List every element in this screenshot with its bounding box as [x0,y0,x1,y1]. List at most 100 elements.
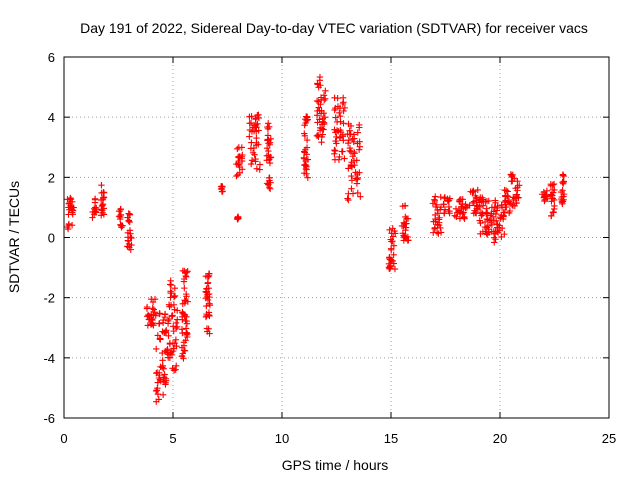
data-point [159,357,166,364]
data-point [252,115,259,123]
data-point [508,201,516,208]
data-point [180,278,188,285]
data-point [179,316,186,323]
data-point [246,126,254,134]
data-point [492,217,500,225]
y-tick-label: 0 [48,231,55,246]
data-point [456,209,464,217]
data-point [541,192,548,200]
data-point [549,192,556,199]
data-point [501,186,508,194]
data-point [125,210,132,217]
data-point [164,317,172,325]
data-point [355,146,363,153]
data-point [183,330,190,337]
data-point [179,267,187,275]
data-point [469,199,477,207]
data-point [402,220,409,228]
data-point [498,233,505,241]
data-point [345,196,352,204]
data-point [338,148,346,155]
data-point [233,160,240,168]
data-point [479,194,486,201]
data-point [433,201,440,208]
data-point [127,234,134,241]
data-point [205,272,213,280]
data-point [494,202,501,210]
data-point [320,126,327,133]
data-point [474,186,481,194]
data-point [303,136,311,144]
data-point [461,215,468,222]
data-point [184,333,191,341]
data-point [161,313,169,321]
data-point [549,186,557,194]
chart-title: Day 191 of 2022, Sidereal Day-to-day VTE… [80,20,588,36]
data-point [182,317,189,325]
data-point [451,212,458,219]
data-point [485,229,493,236]
data-point [357,193,364,200]
data-point [391,265,399,273]
data-point [181,284,188,292]
data-point [266,159,274,167]
data-point [462,201,469,208]
data-point [169,313,176,320]
data-point [266,123,273,131]
data-point [346,144,354,152]
data-point [155,320,163,327]
data-point [126,218,133,226]
data-point [319,131,326,138]
data-point [432,211,439,219]
data-point [386,254,393,261]
data-point [301,169,308,177]
data-point [163,347,171,354]
data-point [331,156,339,163]
data-point [346,131,354,138]
data-point [431,196,438,203]
data-point [440,201,447,208]
data-point [484,222,492,230]
data-point [180,355,187,362]
data-point [390,242,398,249]
data-point [401,202,409,209]
data-point [149,305,156,312]
data-point [386,226,393,234]
data-point [492,236,499,243]
data-point [348,177,356,184]
data-point [388,246,395,254]
data-points [64,73,568,405]
data-point [453,213,460,221]
data-point [317,100,324,108]
grid-lines [64,57,609,418]
data-point [256,161,264,168]
data-point [264,181,272,188]
data-point [354,129,361,136]
data-point [483,215,491,223]
data-point [91,208,99,215]
data-point [64,225,72,233]
data-point [331,150,338,157]
data-point [434,206,441,214]
data-point [169,347,177,355]
data-point [540,188,547,196]
data-point [100,193,108,201]
data-point [349,135,356,143]
y-tick-label: -2 [43,291,55,306]
data-point [560,190,568,198]
data-point [253,165,261,172]
data-point [560,172,567,180]
data-point [316,116,323,123]
data-point [202,294,210,302]
data-point [513,191,520,198]
data-point [429,200,437,207]
data-point [466,202,473,209]
data-point [126,227,134,234]
data-point [315,104,322,111]
data-point [356,121,363,129]
data-point [235,144,243,151]
data-point [238,155,245,162]
data-point [159,391,167,399]
data-point [488,221,496,228]
data-point [316,73,324,81]
